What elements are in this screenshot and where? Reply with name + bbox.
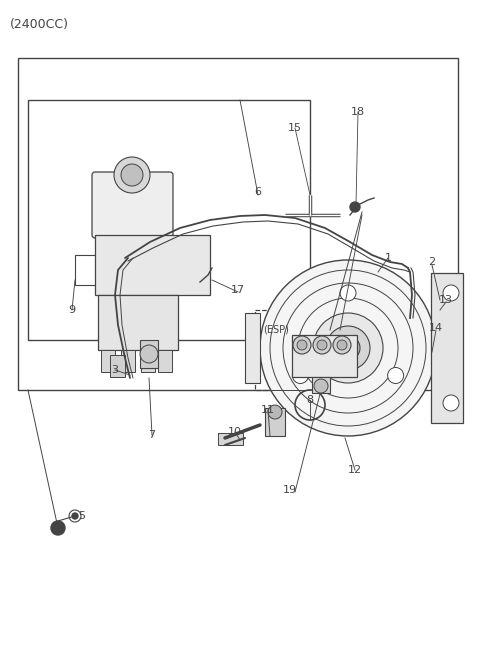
Text: 18: 18 — [351, 107, 365, 117]
Text: 8: 8 — [306, 395, 313, 405]
Text: 2: 2 — [429, 257, 435, 267]
Circle shape — [121, 164, 143, 186]
Text: 12: 12 — [348, 465, 362, 475]
Circle shape — [114, 157, 150, 193]
Text: 10: 10 — [228, 427, 242, 437]
Circle shape — [293, 336, 311, 354]
Text: (ESP): (ESP) — [263, 324, 289, 334]
Circle shape — [292, 367, 308, 384]
Bar — [218, 433, 243, 445]
Text: 3: 3 — [111, 365, 119, 375]
Circle shape — [340, 285, 356, 301]
Bar — [28, 100, 310, 340]
Circle shape — [443, 285, 459, 301]
Circle shape — [443, 395, 459, 411]
Bar — [255, 310, 400, 390]
Circle shape — [201, 274, 209, 283]
Bar — [110, 355, 125, 377]
Circle shape — [326, 326, 370, 370]
Bar — [292, 335, 357, 377]
Circle shape — [337, 340, 347, 350]
Bar — [140, 340, 158, 368]
Circle shape — [314, 379, 328, 393]
Bar — [312, 377, 330, 393]
Circle shape — [336, 336, 360, 360]
FancyBboxPatch shape — [92, 172, 173, 238]
Bar — [98, 295, 178, 350]
Bar — [95, 235, 210, 295]
Circle shape — [260, 260, 436, 436]
Bar — [121, 350, 135, 372]
Text: 11: 11 — [261, 405, 275, 415]
Circle shape — [317, 340, 327, 350]
Text: 1: 1 — [384, 253, 392, 263]
Circle shape — [69, 510, 81, 522]
Bar — [245, 313, 260, 383]
Circle shape — [140, 345, 158, 363]
Text: 5: 5 — [79, 511, 85, 521]
Bar — [75, 255, 127, 285]
Circle shape — [313, 336, 331, 354]
Bar — [18, 58, 458, 390]
Text: 17: 17 — [231, 285, 245, 295]
Bar — [431, 273, 463, 423]
Circle shape — [350, 202, 360, 212]
Circle shape — [333, 336, 351, 354]
Circle shape — [297, 340, 307, 350]
Text: 6: 6 — [254, 187, 262, 197]
Circle shape — [268, 405, 282, 419]
Text: 7: 7 — [148, 430, 156, 440]
Text: 15: 15 — [288, 123, 302, 133]
Text: 19: 19 — [283, 485, 297, 495]
Text: (2400CC): (2400CC) — [10, 18, 69, 31]
Circle shape — [388, 367, 404, 384]
Text: 14: 14 — [429, 323, 443, 333]
Text: 4: 4 — [54, 525, 61, 535]
Circle shape — [72, 513, 78, 519]
Bar — [265, 408, 285, 436]
Bar — [141, 350, 155, 372]
Bar — [101, 350, 115, 372]
Circle shape — [313, 313, 383, 383]
Text: 13: 13 — [439, 295, 453, 305]
Text: 9: 9 — [69, 305, 75, 315]
Bar — [158, 350, 172, 372]
Circle shape — [51, 521, 65, 535]
